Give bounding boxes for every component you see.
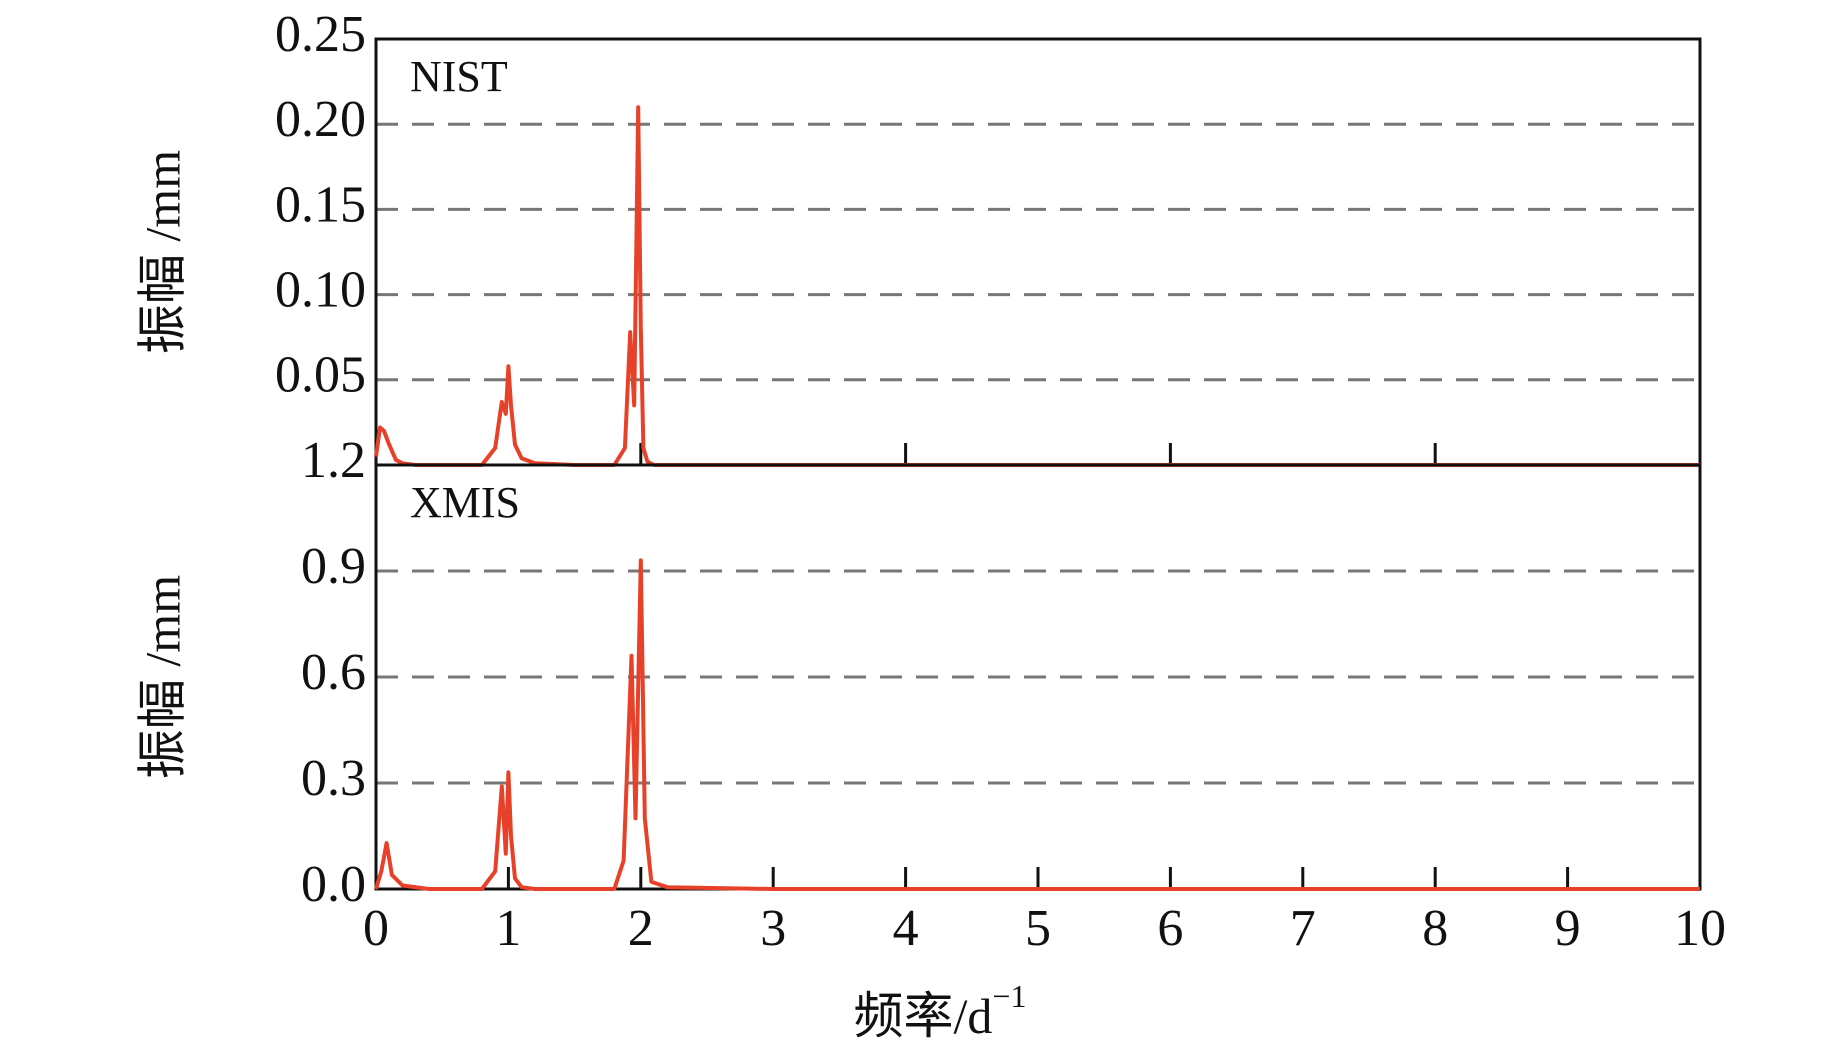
x-tick-label: 0 [363, 900, 389, 957]
y-tick-label: 0.9 [301, 538, 366, 595]
annotation: NIST [410, 52, 508, 101]
x-tick-label: 6 [1157, 900, 1183, 957]
y-tick-label: 0.25 [275, 6, 366, 63]
x-tick-label: 4 [893, 900, 919, 957]
y-tick-label: 0.6 [301, 644, 366, 701]
y-axis-label: 振幅 /mm [134, 575, 190, 779]
x-tick-label: 10 [1674, 900, 1726, 957]
y-tick-label: 0.10 [275, 262, 366, 319]
y-axis-label: 振幅 /mm [134, 150, 190, 354]
y-tick-label: 0.0 [301, 856, 366, 913]
y-tick-label: 0.3 [301, 750, 366, 807]
x-tick-label: 7 [1290, 900, 1316, 957]
x-tick-label: 3 [760, 900, 786, 957]
x-tick-label: 8 [1422, 900, 1448, 957]
y-tick-label: 1.2 [301, 432, 366, 489]
plot-frame [374, 37, 1702, 467]
x-tick-label: 5 [1025, 900, 1051, 957]
y-tick-label: 0.20 [275, 91, 366, 148]
data-line [374, 105, 1700, 467]
x-tick-label: 2 [628, 900, 654, 957]
annotation: XMIS [410, 478, 520, 527]
y-tick-label: 0.15 [275, 176, 366, 233]
x-axis-label: 频率/d−1 [854, 978, 1027, 1044]
data-line [374, 558, 1700, 891]
x-label-superscript: −1 [992, 978, 1026, 1014]
x-tick-label: 9 [1555, 900, 1581, 957]
x-tick-label: 1 [495, 900, 521, 957]
x-label-text: 频率/d [854, 988, 993, 1044]
y-tick-label: 0.05 [275, 347, 366, 404]
